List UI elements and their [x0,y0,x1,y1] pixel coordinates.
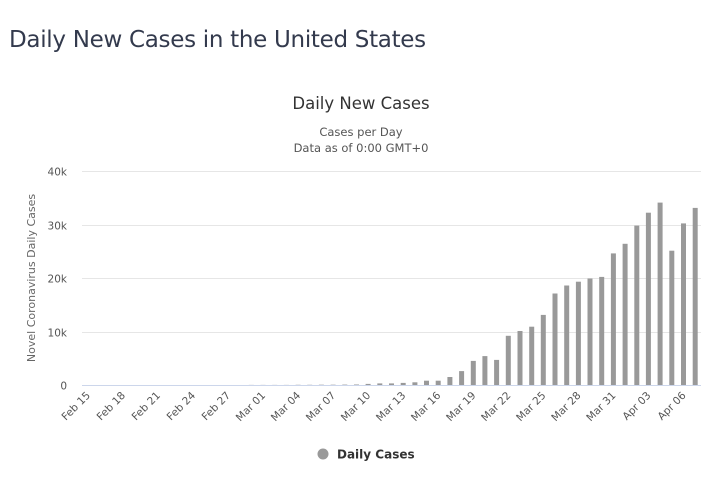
x-tick-label: Feb 18 [95,390,128,423]
x-tick-label: Apr 03 [620,390,653,423]
chart-subtitle-line-1: Cases per Day [319,125,402,139]
x-tick-label: Mar 04 [269,389,304,424]
y-tick-label: 40k [48,167,68,179]
legend-marker-icon [317,448,329,460]
bar[interactable] [435,380,441,385]
bar[interactable] [354,384,359,386]
x-tick-label: Apr 06 [655,389,688,422]
bar[interactable] [622,243,628,385]
x-tick-label: Feb 15 [59,390,92,423]
x-tick-label: Feb 24 [165,389,199,423]
bar[interactable] [470,360,476,385]
bar[interactable] [529,326,535,385]
x-tick-label: Feb 27 [200,390,233,423]
bar[interactable] [424,380,429,385]
bar[interactable] [634,225,640,385]
bar[interactable] [389,383,394,385]
bar[interactable] [587,278,593,386]
x-tick-label: Mar 13 [374,390,408,424]
x-tick-label: Mar 22 [479,390,513,424]
bar[interactable] [517,331,523,385]
y-tick-label: 20k [48,274,68,286]
y-axis-label: Novel Coronavirus Daily Cases [25,194,38,362]
x-tick-label: Mar 07 [304,390,338,424]
bar[interactable] [540,314,546,385]
chart-subtitle-line-2: Data as of 0:00 GMT+0 [294,141,429,155]
gridlines [82,171,701,333]
x-tick-label: Mar 16 [409,389,444,424]
bar[interactable] [669,250,675,385]
bar[interactable] [505,335,511,385]
x-tick-label: Mar 25 [514,390,548,424]
y-tick-label: 0 [60,381,67,393]
bar[interactable] [645,212,651,385]
x-tick-label: Mar 10 [339,390,373,424]
x-tick-label: Mar 28 [549,390,583,424]
bars [248,202,698,386]
bar[interactable] [459,371,465,385]
y-tick-label: 10k [48,328,68,340]
bar[interactable] [575,281,581,385]
x-tick-label: Feb 21 [130,390,163,423]
chart-title: Daily New Cases [292,94,429,113]
bar[interactable] [552,293,558,386]
bar[interactable] [377,383,383,385]
y-tick-label: 30k [48,221,68,233]
bar[interactable] [599,276,605,385]
page-title: Daily New Cases in the United States [9,27,426,53]
x-tick-labels: Feb 15 Feb 18 Feb 21 Feb 24 Feb 27 Mar 01 Mar … [59,389,688,424]
bar[interactable] [365,383,371,385]
bar[interactable] [400,382,406,385]
y-tick-labels: 0 10k 20k 30k 40k [48,167,68,393]
bar[interactable] [610,253,616,385]
bar[interactable] [657,202,663,385]
bar[interactable] [482,356,488,385]
bar[interactable] [692,207,698,385]
bar[interactable] [412,382,418,385]
bar[interactable] [494,359,500,385]
bar[interactable] [564,285,570,386]
x-tick-label: Mar 19 [444,390,478,424]
legend[interactable]: Daily Cases [317,448,415,462]
bar[interactable] [447,377,453,385]
x-tick-label: Mar 01 [234,390,268,424]
legend-label[interactable]: Daily Cases [337,448,415,462]
x-tick-label: Mar 31 [584,390,618,424]
bar[interactable] [681,223,686,385]
